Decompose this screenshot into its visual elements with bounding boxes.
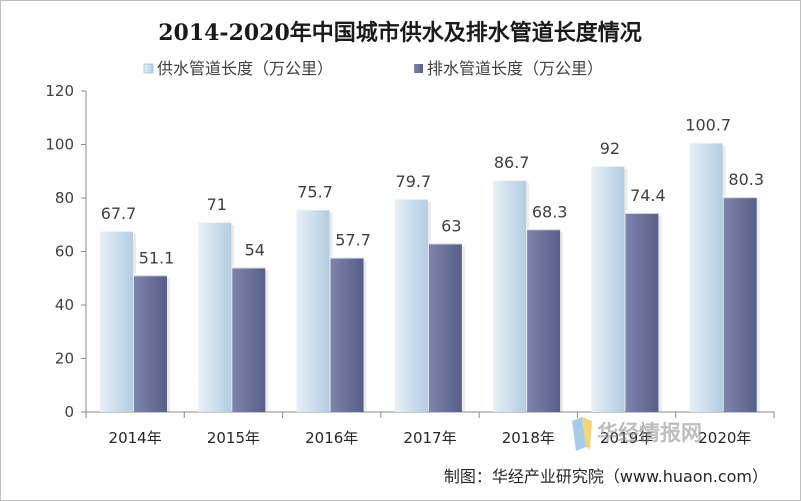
data-label-supply: 86.7: [494, 153, 530, 172]
x-tick-label: 2015年: [207, 429, 260, 447]
y-tick-label: 0: [64, 403, 74, 421]
x-tick-label: 2019年: [600, 429, 653, 447]
y-tick-label: 60: [55, 243, 74, 261]
watermark: 华经情报网: [572, 417, 702, 451]
bar-drain-top-highlight: [232, 265, 266, 269]
bar-drain-top-highlight: [723, 195, 757, 199]
bar-supply: [493, 180, 527, 412]
bar-supply: [591, 165, 625, 412]
x-tick-label: 2017年: [403, 429, 456, 447]
watermark-logo-accent-icon: [582, 417, 592, 449]
legend-swatch-supply: [143, 63, 154, 74]
chart-title: 2014-2020年中国城市供水及排水管道长度情况: [158, 20, 642, 46]
watermark-text: 华经情报网: [597, 421, 702, 445]
bar-drain: [625, 212, 659, 412]
bar-supply-top-highlight: [689, 140, 723, 144]
data-label-drain: 57.7: [335, 231, 371, 250]
bar-supply: [296, 209, 330, 412]
bar-supply-top-highlight: [493, 178, 527, 182]
bar-drain: [134, 275, 167, 412]
data-label-drain: 74.4: [630, 186, 666, 205]
data-label-drain: 63: [441, 216, 461, 235]
y-tick-label: 40: [55, 296, 74, 314]
y-tick-label: 80: [55, 189, 74, 207]
bar-drain-top-highlight: [330, 255, 364, 259]
bar-supply-top-highlight: [591, 163, 625, 167]
watermark-logo-icon: [572, 417, 586, 451]
bar-supply: [198, 222, 232, 412]
bars: [100, 140, 760, 412]
y-tick-label: 100: [45, 136, 74, 154]
bar-supply: [689, 142, 723, 412]
bar-drain-top-highlight: [428, 241, 462, 245]
x-tick-label: 2020年: [698, 429, 751, 447]
bar-drain-top-highlight: [134, 273, 167, 277]
bar-drain: [527, 229, 561, 412]
x-tick-label: 2014年: [109, 429, 162, 447]
x-tick-label: 2016年: [305, 429, 358, 447]
source-note: 制图：华经产业研究院（www.huaon.com）: [444, 467, 768, 486]
legend-swatch-drain: [414, 64, 423, 73]
legend: 供水管道长度（万公里） 排水管道长度（万公里）: [143, 59, 603, 78]
legend-label-drain: 排水管道长度（万公里）: [427, 59, 603, 78]
bar-supply-top-highlight: [394, 196, 428, 200]
bar-supply-top-highlight: [100, 228, 133, 232]
data-label-supply: 75.7: [297, 183, 333, 202]
data-label-supply: 71: [207, 195, 227, 214]
data-label-supply: 79.7: [396, 172, 432, 191]
data-label-drain: 80.3: [728, 170, 764, 189]
x-tick-label: 2018年: [502, 429, 555, 447]
bar-drain-top-highlight: [527, 227, 561, 231]
data-label-supply: 100.7: [685, 116, 731, 135]
data-labels: 67.7 51.1 71 54 75.7 57.7 79.7 63 86.7 68.3 92 74.4…: [101, 116, 764, 268]
legend-label-supply: 供水管道长度（万公里）: [157, 59, 333, 78]
y-tick-label: 120: [45, 82, 74, 100]
bar-supply: [394, 198, 428, 412]
bar-supply-top-highlight: [296, 207, 330, 211]
bar-drain-top-highlight: [625, 210, 659, 214]
bar-supply: [100, 230, 133, 412]
data-label-supply: 92: [600, 139, 620, 158]
y-tick-label: 20: [55, 350, 74, 368]
data-label-drain: 68.3: [532, 202, 568, 221]
bar-supply-top-highlight: [198, 220, 232, 224]
bar-drain: [232, 267, 266, 412]
data-label-drain: 54: [245, 241, 265, 260]
data-label-supply: 67.7: [101, 204, 137, 223]
bar-drain: [428, 243, 462, 412]
data-label-drain: 51.1: [139, 248, 175, 267]
bar-drain: [723, 197, 757, 412]
bar-drain: [330, 257, 364, 412]
